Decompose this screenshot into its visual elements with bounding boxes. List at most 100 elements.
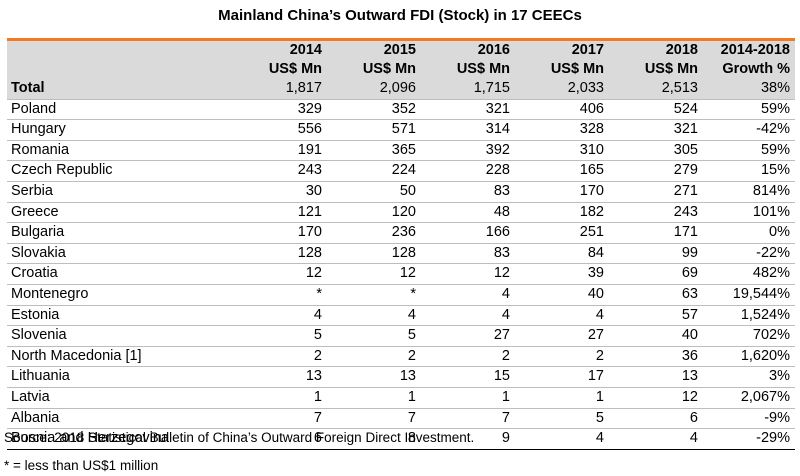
- value-cell: 12: [305, 265, 322, 282]
- table-row: Bosnia and Herzegovina 6 8 9 4 4 -29%: [7, 429, 795, 450]
- value-cell: 7: [407, 409, 416, 426]
- value-cell: 1: [313, 388, 322, 405]
- value-cell: 321: [485, 100, 510, 117]
- value-cell: 2: [595, 347, 604, 364]
- table-row: Slovakia 128 128 83 84 99 -22%: [7, 243, 795, 264]
- growth-cell: 38%: [760, 80, 790, 96]
- value-cell: 121: [297, 203, 322, 220]
- table-row: Bulgaria 170 236 166 251 171 0%: [7, 223, 795, 244]
- value-cell: 4: [407, 306, 416, 323]
- country-name: Lithuania: [11, 368, 70, 385]
- column-header-unit: US$ Mn: [550, 61, 604, 77]
- value-cell: *: [316, 285, 322, 302]
- value-cell: 36: [681, 347, 698, 364]
- growth-cell: 15%: [760, 162, 790, 179]
- country-name: Latvia: [11, 388, 50, 405]
- value-cell: 5: [595, 409, 604, 426]
- source-note: Source: 2018 Statistical Bulletin of Chi…: [4, 430, 475, 445]
- value-cell: 228: [485, 162, 510, 179]
- value-cell: 170: [297, 224, 322, 241]
- value-cell: 27: [587, 327, 604, 344]
- country-name: Greece: [11, 203, 59, 220]
- table-row: Albania 7 7 7 5 6 -9%: [7, 408, 795, 429]
- value-cell: 6: [313, 430, 322, 447]
- header-row-units: US$ Mn US$ Mn US$ Mn US$ Mn US$ Mn Growt…: [7, 60, 795, 79]
- value-cell: 243: [673, 203, 698, 220]
- table-row: Romania 191 365 392 310 305 59%: [7, 140, 795, 161]
- value-cell: 328: [579, 121, 604, 138]
- value-cell: 2: [501, 347, 510, 364]
- value-cell: 6: [689, 409, 698, 426]
- value-cell: 40: [681, 327, 698, 344]
- column-header-year: 2017: [571, 42, 604, 58]
- fdi-table: 2014 2015 2016 2017 2018 2014-2018 US$ M…: [7, 41, 795, 450]
- value-cell: 191: [297, 141, 322, 158]
- value-cell: 84: [587, 244, 604, 261]
- value-cell: 166: [485, 224, 510, 241]
- table-row: Montenegro * * 4 40 63 19,544%: [7, 284, 795, 306]
- value-cell: 12: [399, 265, 416, 282]
- value-cell: 120: [391, 203, 416, 220]
- value-cell: 39: [587, 265, 604, 282]
- growth-cell: 1,524%: [740, 306, 790, 323]
- value-cell: 279: [673, 162, 698, 179]
- value-cell: 365: [391, 141, 416, 158]
- value-cell: 224: [391, 162, 416, 179]
- value-cell: 1,817: [285, 80, 322, 96]
- column-header-unit: US$ Mn: [362, 61, 416, 77]
- value-cell: 4: [689, 430, 698, 447]
- value-cell: 329: [297, 100, 322, 117]
- value-cell: 236: [391, 224, 416, 241]
- value-cell: 13: [305, 368, 322, 385]
- value-cell: 57: [681, 306, 698, 323]
- total-row: Total 1,817 2,096 1,715 2,033 2,513 38%: [7, 79, 795, 100]
- growth-cell: 3%: [769, 368, 790, 385]
- table-row: Serbia 30 50 83 170 271 814%: [7, 181, 795, 203]
- value-cell: 2,033: [567, 80, 604, 96]
- value-cell: 1: [501, 388, 510, 405]
- value-cell: 9: [501, 430, 510, 447]
- value-cell: 12: [681, 388, 698, 405]
- country-name: Bulgaria: [11, 224, 65, 241]
- value-cell: 5: [407, 327, 416, 344]
- value-cell: 4: [595, 306, 604, 323]
- value-cell: 556: [297, 121, 322, 138]
- country-name: North Macedonia [1]: [11, 347, 142, 364]
- value-cell: 352: [391, 100, 416, 117]
- table-body: Total 1,817 2,096 1,715 2,033 2,513 38% Poland 3…: [7, 79, 795, 450]
- growth-cell: -22%: [756, 244, 790, 261]
- page-title: Mainland China’s Outward FDI (Stock) in …: [218, 7, 582, 24]
- table-row: Greece 121 120 48 182 243 101%: [7, 202, 795, 223]
- country-name: Czech Republic: [11, 162, 113, 179]
- country-name: Total: [11, 80, 45, 96]
- country-name: Slovenia: [11, 327, 67, 344]
- header-corner: [7, 41, 233, 60]
- value-cell: 63: [681, 285, 698, 302]
- value-cell: 4: [501, 285, 510, 302]
- growth-cell: 482%: [752, 265, 790, 282]
- growth-cell: 19,544%: [732, 285, 790, 302]
- value-cell: 128: [297, 244, 322, 261]
- value-cell: 243: [297, 162, 322, 179]
- table-row: North Macedonia [1] 2 2 2 2 36 1,620%: [7, 346, 795, 367]
- table-row: Croatia 12 12 12 39 69 482%: [7, 264, 795, 285]
- value-cell: 310: [579, 141, 604, 158]
- value-cell: 1: [407, 388, 416, 405]
- growth-cell: 59%: [760, 100, 790, 117]
- country-name: Albania: [11, 409, 60, 426]
- column-header-year: 2016: [477, 42, 510, 58]
- value-cell: 392: [485, 141, 510, 158]
- column-header-year: 2015: [383, 42, 416, 58]
- value-cell: 7: [501, 409, 510, 426]
- value-cell: 83: [493, 244, 510, 261]
- value-cell: 48: [493, 203, 510, 220]
- value-cell: 5: [313, 327, 322, 344]
- header-row-years: 2014 2015 2016 2017 2018 2014-2018: [7, 41, 795, 60]
- growth-cell: 59%: [760, 141, 790, 158]
- value-cell: 271: [673, 182, 698, 199]
- value-cell: 40: [587, 285, 604, 302]
- growth-cell: 814%: [752, 182, 790, 199]
- column-header-unit: Growth %: [722, 61, 790, 77]
- value-cell: 8: [407, 430, 416, 447]
- value-cell: 50: [399, 182, 416, 199]
